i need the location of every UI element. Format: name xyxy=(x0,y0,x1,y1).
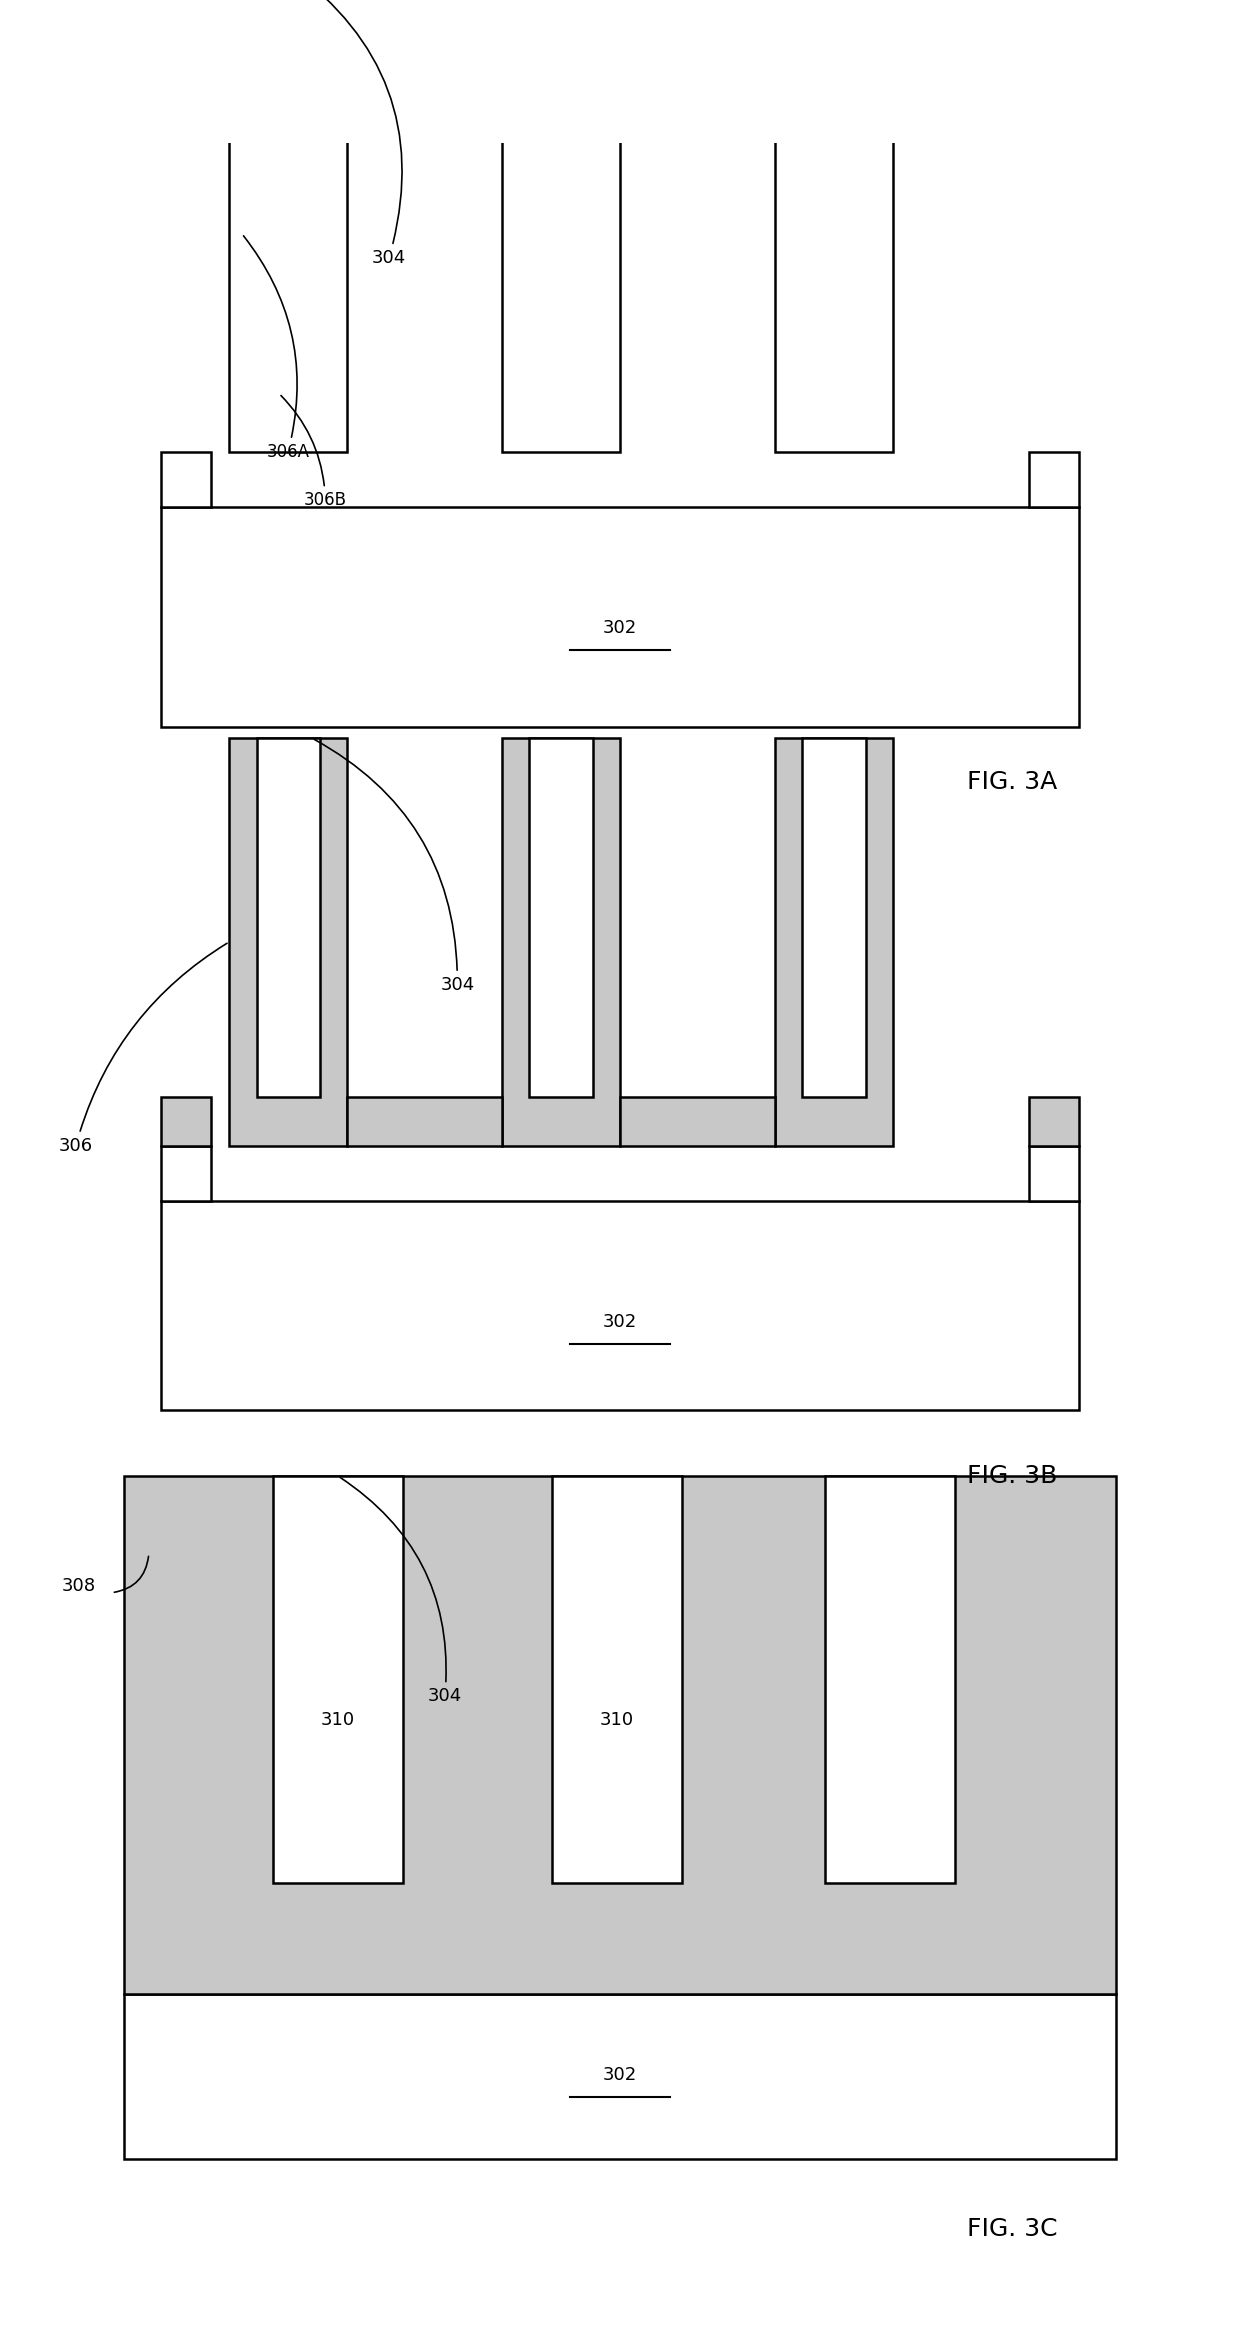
Text: FIG. 3B: FIG. 3B xyxy=(967,1464,1058,1487)
Bar xyxy=(825,1476,955,1884)
Text: 306: 306 xyxy=(58,943,227,1154)
Text: 310: 310 xyxy=(321,1713,355,1729)
Bar xyxy=(775,0,893,453)
Bar xyxy=(1029,453,1079,507)
Text: 310: 310 xyxy=(600,1713,634,1729)
Text: 304: 304 xyxy=(290,0,407,267)
Bar xyxy=(347,1098,502,1145)
Bar xyxy=(502,739,620,1145)
Bar xyxy=(161,507,1079,727)
Bar xyxy=(161,1145,211,1201)
Bar xyxy=(775,739,893,1145)
Bar xyxy=(529,739,593,1098)
Bar xyxy=(552,1476,682,1884)
Text: 308: 308 xyxy=(62,1577,97,1595)
Text: FIG. 3A: FIG. 3A xyxy=(967,769,1058,793)
Text: 306B: 306B xyxy=(281,396,347,509)
Bar xyxy=(161,1098,211,1145)
Bar xyxy=(502,0,620,453)
Text: FIG. 3C: FIG. 3C xyxy=(967,2217,1058,2240)
Text: 302: 302 xyxy=(603,619,637,636)
Bar xyxy=(1029,1145,1079,1201)
Bar xyxy=(124,1994,1116,2158)
Bar xyxy=(620,1098,775,1145)
Text: 304: 304 xyxy=(340,1478,463,1706)
Bar xyxy=(1029,1098,1079,1145)
Bar xyxy=(229,0,347,453)
Bar xyxy=(124,1476,1116,1994)
Text: 302: 302 xyxy=(603,1314,637,1330)
Text: 306A: 306A xyxy=(243,237,310,460)
Text: 302: 302 xyxy=(603,2067,637,2083)
Bar xyxy=(229,739,347,1145)
Bar xyxy=(273,1476,403,1884)
Bar xyxy=(161,453,211,507)
Bar xyxy=(161,1201,1079,1410)
Text: 304: 304 xyxy=(314,739,475,995)
Bar xyxy=(802,739,866,1098)
Bar xyxy=(257,739,320,1098)
